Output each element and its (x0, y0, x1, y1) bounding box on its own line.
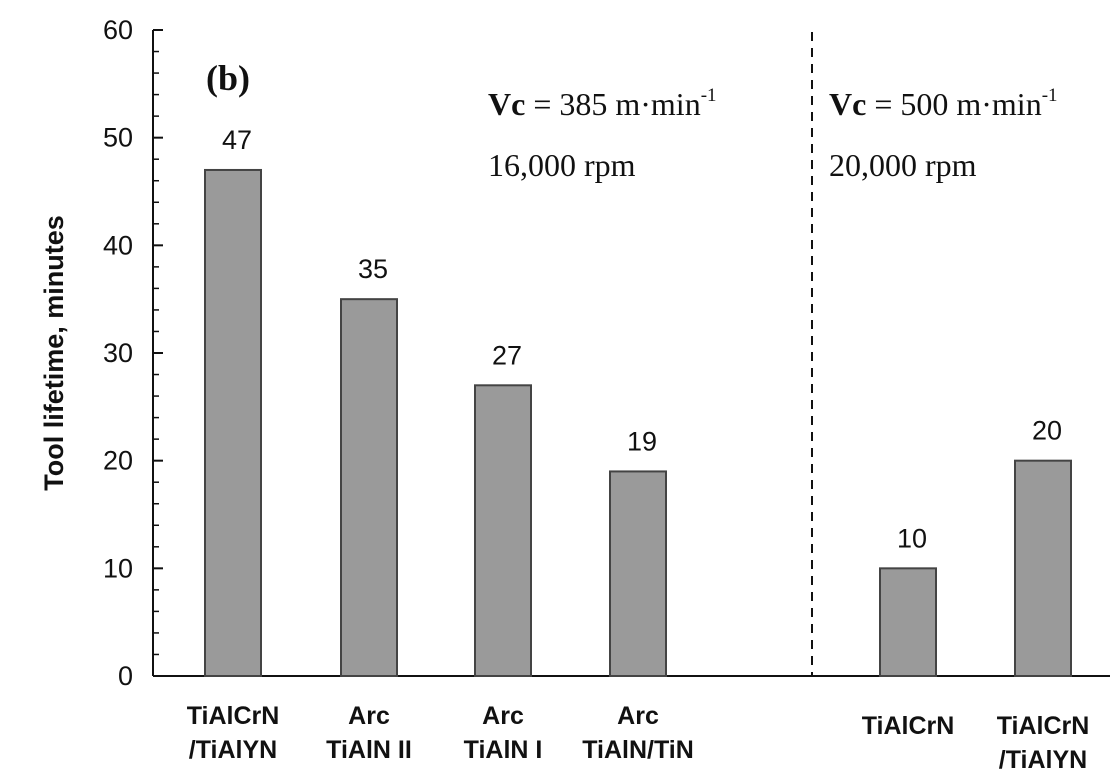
y-tick-label: 40 (103, 230, 133, 260)
group1-spindle-speed: 16,000 rpm (488, 147, 636, 183)
group2-vc-exponent: -1 (1042, 85, 1058, 106)
group2-vc-value: = 500 m·min (874, 86, 1041, 122)
category-labels: TiAlCrN/TiAlYN Arc TiAlN II Arc TiAlN I Arc Ti… (187, 702, 1090, 774)
y-ticks: 0 10 20 30 40 50 60 (103, 15, 163, 691)
panel-label: (b) (206, 58, 250, 98)
category-label: Arc (617, 702, 659, 730)
category-label: TiAlCrN (997, 712, 1090, 740)
category-label: /TiAlYN (189, 736, 277, 764)
data-label: 47 (222, 125, 252, 155)
data-label: 10 (897, 523, 927, 553)
group1-vc-exponent: -1 (701, 85, 717, 106)
data-label: 19 (627, 426, 657, 456)
y-tick-label: 30 (103, 338, 133, 368)
bar (1014, 459, 1072, 677)
group2-vc-symbol: Vc (829, 86, 866, 122)
group1-cutting-speed: Vc = 385 m·min-1 (488, 85, 717, 122)
category-label: Arc (348, 702, 390, 730)
y-tick-label: 50 (103, 123, 133, 153)
y-tick-label: 10 (103, 553, 133, 583)
data-label: 20 (1032, 416, 1062, 446)
y-tick-label: 20 (103, 446, 133, 476)
bars: 47 35 27 19 10 20 (204, 125, 1072, 677)
category-label: /TiAlYN (999, 746, 1087, 774)
bar (474, 384, 532, 677)
category-label: TiAlCrN (862, 712, 955, 740)
group1-vc-value: = 385 m·min (533, 86, 700, 122)
data-label: 27 (492, 340, 522, 370)
category-label: TiAlN II (326, 736, 412, 764)
category-label: TiAlN/TiN (582, 736, 694, 764)
y-tick-label: 0 (118, 661, 133, 691)
category-label: TiAlCrN (187, 702, 280, 730)
category-label: Arc (482, 702, 524, 730)
bar (204, 168, 262, 677)
category-label: TiAlN I (464, 736, 543, 764)
data-label: 35 (358, 254, 388, 284)
y-tick-label: 60 (103, 15, 133, 45)
group2-cutting-speed: Vc = 500 m·min-1 (829, 85, 1058, 122)
bar (340, 298, 398, 677)
bar (879, 567, 937, 677)
y-axis-label: Tool lifetime, minutes (39, 215, 69, 491)
bar (609, 470, 667, 677)
group1-vc-symbol: Vc (488, 86, 525, 122)
group2-spindle-speed: 20,000 rpm (829, 147, 977, 183)
